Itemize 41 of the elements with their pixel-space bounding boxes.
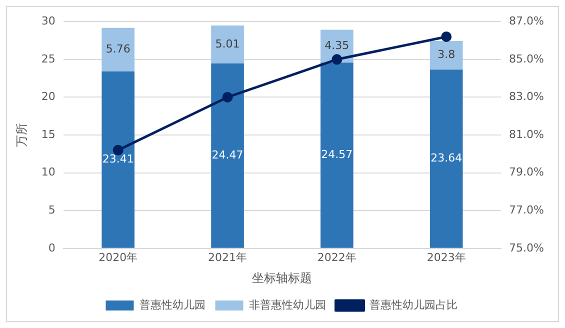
y2-tick-label: 85.0% bbox=[509, 52, 544, 66]
y-tick-label: 15 bbox=[41, 128, 56, 141]
point bbox=[441, 31, 452, 42]
bar bbox=[430, 70, 463, 248]
y-tick-label: 20 bbox=[41, 90, 56, 104]
bar bbox=[102, 71, 135, 248]
x-tick-label: 2023年 bbox=[426, 250, 466, 264]
y-tick-label: 5 bbox=[48, 203, 56, 216]
y-tick-label: 25 bbox=[41, 52, 56, 66]
data-label: 5.01 bbox=[215, 37, 240, 50]
y-axis-title: 万所 bbox=[14, 123, 28, 147]
data-label: 23.41 bbox=[102, 152, 134, 166]
data-label: 3.8 bbox=[438, 48, 456, 62]
y2-tick-label: 79.0% bbox=[509, 166, 544, 179]
legend-label: 普惠性幼儿园 bbox=[139, 298, 206, 312]
point bbox=[332, 54, 342, 65]
bar bbox=[320, 62, 354, 248]
y2-tick-label: 83.0% bbox=[509, 90, 544, 104]
y2-tick-label: 75.0% bbox=[509, 241, 544, 254]
x-tick-label: 2021年 bbox=[208, 250, 248, 264]
y2-tick-label: 87.0% bbox=[509, 14, 544, 28]
data-label: 24.47 bbox=[212, 148, 244, 162]
y2-tick-label: 77.0% bbox=[509, 203, 544, 216]
x-tick-label: 2020年 bbox=[98, 250, 138, 264]
y2-tick-label: 81.0% bbox=[509, 128, 544, 141]
data-label: 24.57 bbox=[321, 148, 353, 162]
x-axis-title: 坐标轴标题 bbox=[252, 270, 312, 285]
bar bbox=[430, 40, 463, 70]
data-label: 23.64 bbox=[430, 152, 462, 165]
bar bbox=[211, 63, 244, 248]
point bbox=[222, 92, 233, 102]
y-tick-label: 0 bbox=[48, 241, 56, 254]
legend-label: 普惠性幼儿园占比 bbox=[369, 298, 458, 312]
data-label: 4.35 bbox=[324, 39, 350, 52]
bar bbox=[211, 26, 244, 64]
legend-label: 非普惠性幼儿园 bbox=[248, 298, 326, 312]
y-tick-label: 30 bbox=[41, 14, 56, 28]
bar bbox=[102, 28, 135, 72]
y-tick-label: 10 bbox=[41, 166, 56, 179]
x-tick-label: 2022年 bbox=[317, 250, 356, 264]
data-label: 5.76 bbox=[106, 42, 130, 56]
